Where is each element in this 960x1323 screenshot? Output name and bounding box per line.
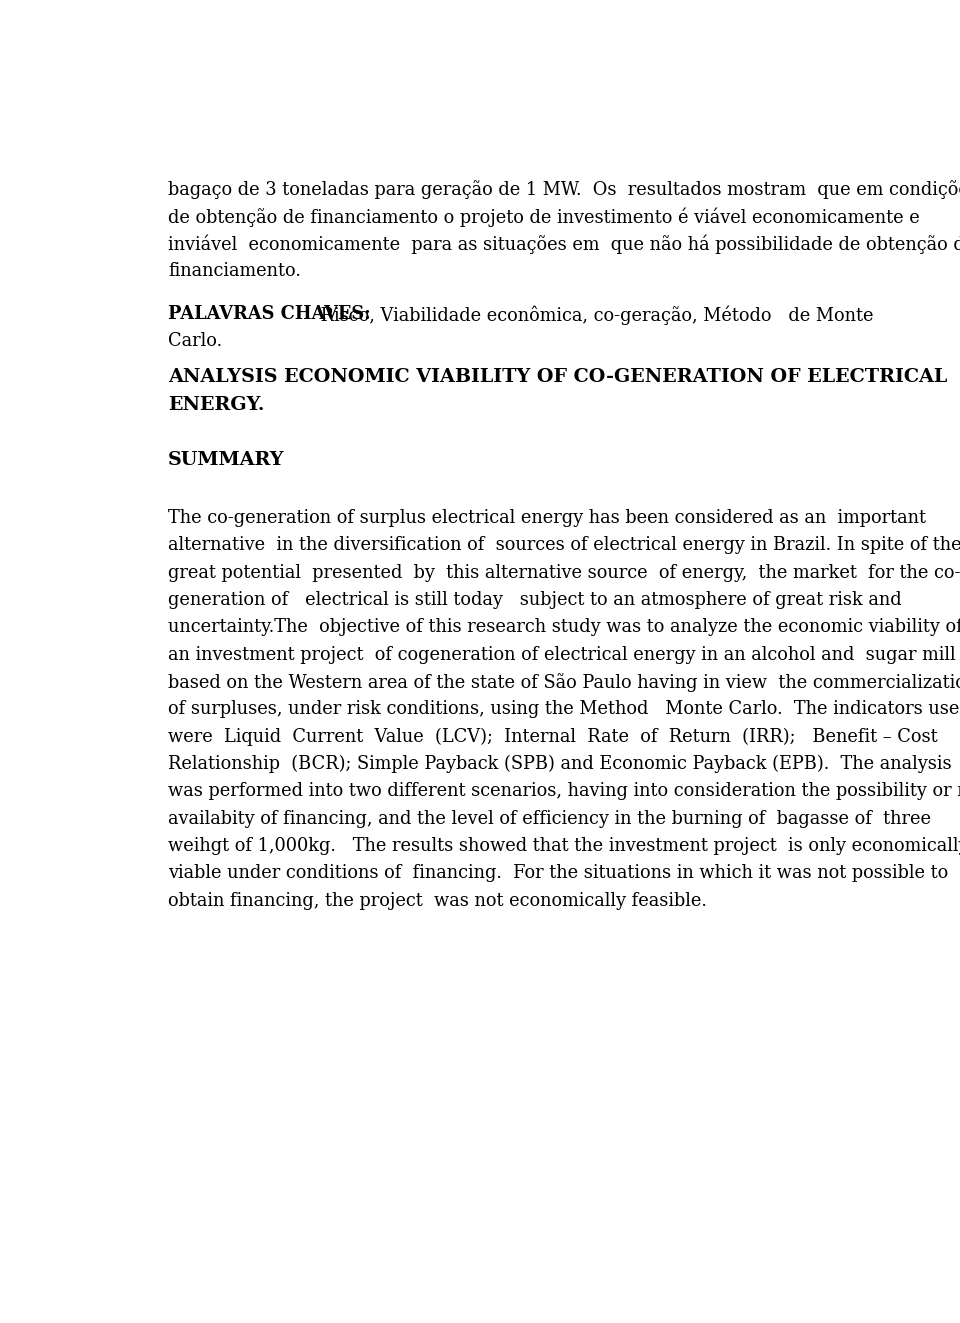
Text: Relationship  (BCR); Simple Payback (SPB) and Economic Payback (EPB).  The analy: Relationship (BCR); Simple Payback (SPB)… <box>168 755 951 774</box>
Text: PALAVRAS CHAVES:: PALAVRAS CHAVES: <box>168 306 371 323</box>
Text: SUMMARY: SUMMARY <box>168 451 284 470</box>
Text: The co-generation of surplus electrical energy has been considered as an  import: The co-generation of surplus electrical … <box>168 509 926 527</box>
Text: weihgt of 1,000kg.   The results showed that the investment project  is only eco: weihgt of 1,000kg. The results showed th… <box>168 837 960 855</box>
Text: ENERGY.: ENERGY. <box>168 396 264 414</box>
Text: Carlo.: Carlo. <box>168 332 222 351</box>
Text: were  Liquid  Current  Value  (LCV);  Internal  Rate  of  Return  (IRR);   Benef: were Liquid Current Value (LCV); Interna… <box>168 728 938 746</box>
Text: great potential  presented  by  this alternative source  of energy,  the market : great potential presented by this altern… <box>168 564 960 582</box>
Text: ANALYSIS ECONOMIC VIABILITY OF CO-GENERATION OF ELECTRICAL: ANALYSIS ECONOMIC VIABILITY OF CO-GENERA… <box>168 368 948 386</box>
Text: de obtenção de financiamento o projeto de investimento é viável economicamente e: de obtenção de financiamento o projeto d… <box>168 208 920 228</box>
Text: was performed into two different scenarios, having into consideration the possib: was performed into two different scenari… <box>168 782 960 800</box>
Text: generation of   electrical is still today   subject to an atmosphere of great ri: generation of electrical is still today … <box>168 591 901 609</box>
Text: financiamento.: financiamento. <box>168 262 300 280</box>
Text: an investment project  of cogeneration of electrical energy in an alcohol and  s: an investment project of cogeneration of… <box>168 646 955 664</box>
Text: viable under conditions of  financing.  For the situations in which it was not p: viable under conditions of financing. Fo… <box>168 864 948 882</box>
Text: inviável  economicamente  para as situações em  que não há possibilidade de obte: inviável economicamente para as situaçõe… <box>168 235 960 254</box>
Text: of surpluses, under risk conditions, using the Method   Monte Carlo.  The indica: of surpluses, under risk conditions, usi… <box>168 700 960 718</box>
Text: alternative  in the diversification of  sources of electrical energy in Brazil. : alternative in the diversification of so… <box>168 536 960 554</box>
Text: bagaço de 3 toneladas para geração de 1 MW.  Os  resultados mostram  que em cond: bagaço de 3 toneladas para geração de 1 … <box>168 180 960 200</box>
Text: based on the Western area of the state of São Paulo having in view  the commerci: based on the Western area of the state o… <box>168 673 960 692</box>
Text: obtain financing, the project  was not economically feasible.: obtain financing, the project was not ec… <box>168 892 707 910</box>
Text: uncertainty.The  objective of this research study was to analyze the economic vi: uncertainty.The objective of this resear… <box>168 618 960 636</box>
Text: availabity of financing, and the level of efficiency in the burning of  bagasse : availabity of financing, and the level o… <box>168 810 931 828</box>
Text: Risco, Viabilidade econômica, co-geração, Método   de Monte: Risco, Viabilidade econômica, co-geração… <box>315 306 874 324</box>
